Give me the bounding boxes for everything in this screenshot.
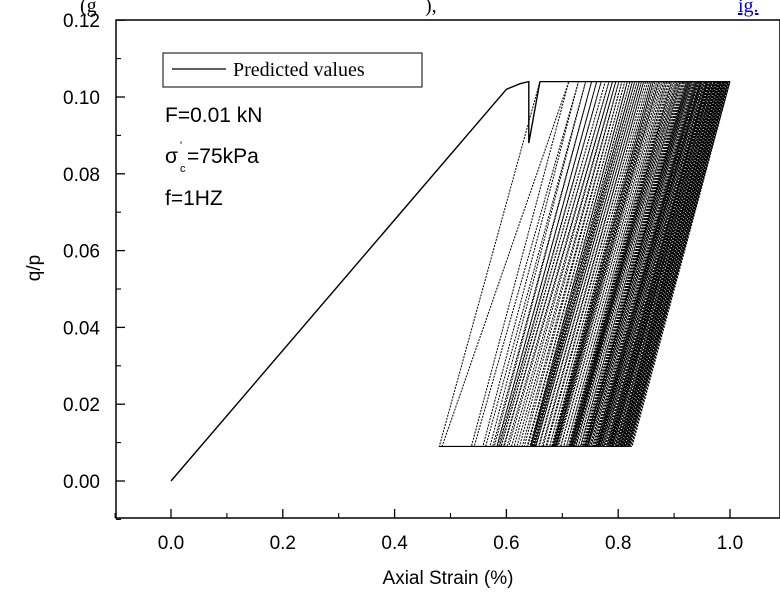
annotation-stress-value: =75kPa: [187, 145, 259, 168]
y-axis-ticks: 0.00 0.02 0.04 0.06 0.08 0.10 0.12: [63, 11, 125, 520]
annotation-stress-symbol: σ: [165, 145, 178, 168]
legend: Predicted values: [162, 52, 423, 88]
legend-label: Predicted values: [233, 59, 365, 81]
y-tick-label: 0.08: [63, 165, 100, 186]
x-axis-title: Axial Strain (%): [383, 568, 514, 589]
annotation-load: F=0.01 kN: [165, 104, 262, 127]
annotation-frequency: f=1HZ: [165, 187, 223, 210]
x-axis-ticks: 0.0 0.2 0.4 0.6 0.8 1.0: [114, 509, 743, 554]
y-tick-label: 0.04: [63, 318, 100, 339]
y-tick-label: 0.02: [63, 395, 100, 416]
annotations: F=0.01 kN σ ' c =75kPa f=1HZ: [165, 104, 262, 210]
legend-box: [162, 52, 423, 88]
x-tick-label: 0.0: [158, 533, 184, 554]
x-tick-label: 0.4: [381, 533, 408, 554]
annotation-stress-superscript: ': [180, 140, 182, 152]
annotation-stress-subscript: c: [180, 163, 186, 175]
x-tick-label: 0.2: [270, 533, 296, 554]
plot-frame: [115, 19, 780, 519]
series-predicted-values: [170, 80, 731, 482]
series-cyclic-loops: [438, 81, 731, 447]
x-tick-label: 1.0: [717, 533, 743, 554]
x-tick-label: 0.8: [605, 533, 631, 554]
y-tick-label: 0.10: [63, 88, 100, 109]
y-tick-label: 0.12: [63, 11, 100, 32]
y-axis-title: q/p: [24, 255, 45, 281]
series-initial-loading-line: [170, 80, 541, 482]
caption-fragment-middle: ),: [425, 0, 437, 17]
y-tick-label: 0.00: [63, 472, 100, 493]
x-tick-label: 0.6: [493, 533, 519, 554]
caption-fragment-left: (g: [80, 0, 97, 17]
caption-fragment-link[interactable]: ig.: [738, 0, 759, 17]
y-tick-label: 0.06: [63, 242, 100, 263]
